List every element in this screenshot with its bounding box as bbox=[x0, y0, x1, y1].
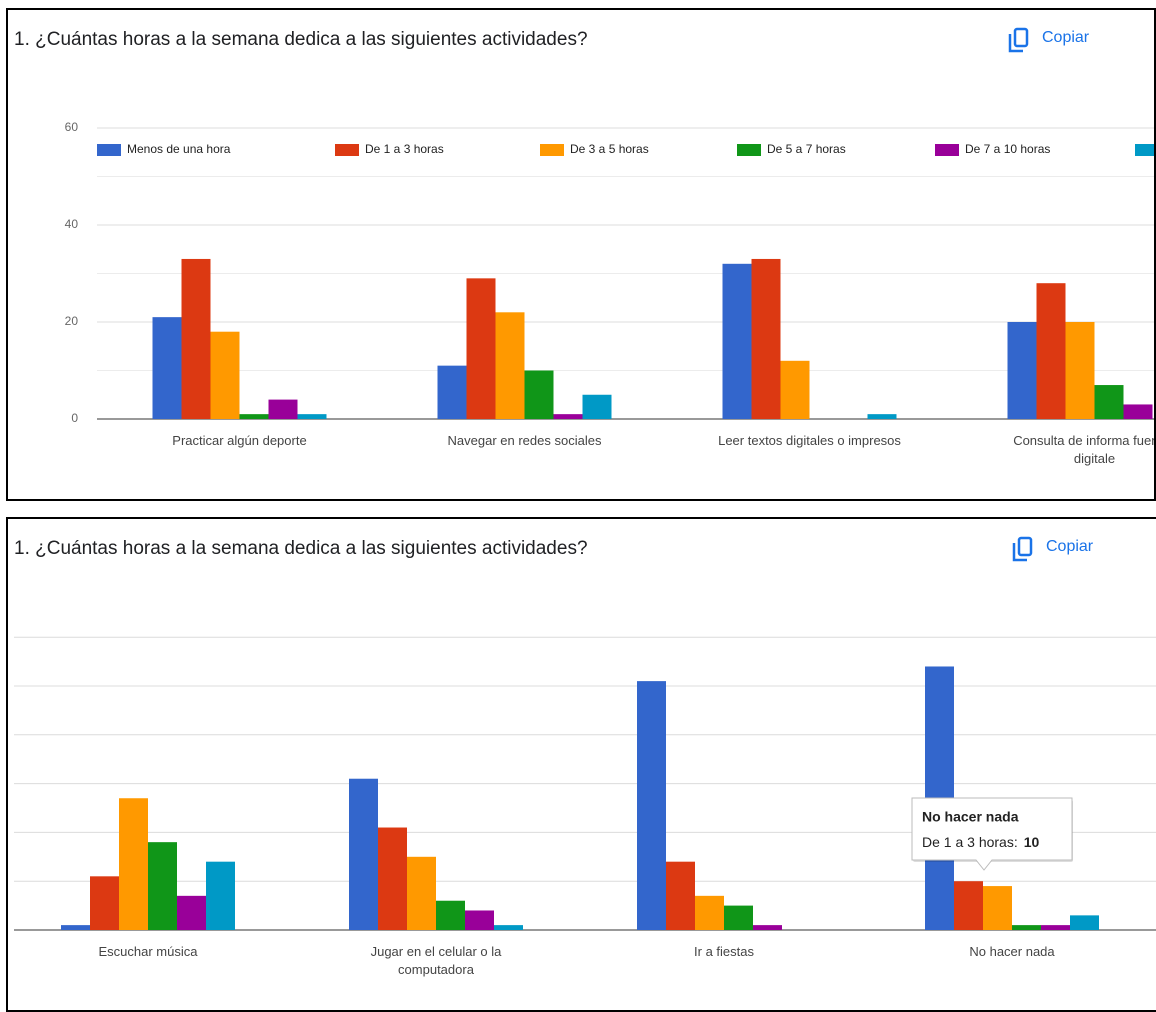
legend-swatch bbox=[97, 144, 121, 156]
bar bbox=[407, 857, 436, 930]
chart-panel: 1. ¿Cuántas horas a la semana dedica a l… bbox=[6, 517, 1156, 1012]
x-tick-label-box: Navegar en redes sociales bbox=[425, 432, 625, 476]
x-tick-label-box: Consulta de informa fuentes digitale bbox=[995, 432, 1156, 476]
x-tick-label: Consulta de informa fuentes digitale bbox=[995, 432, 1156, 468]
bar bbox=[378, 828, 407, 930]
bar bbox=[1037, 283, 1066, 419]
bar bbox=[1012, 925, 1041, 930]
x-tick-label-box: Leer textos digitales o impresos bbox=[710, 432, 910, 476]
copy-icon bbox=[1015, 29, 1027, 46]
legend-label: De 7 a 10 horas bbox=[965, 142, 1050, 156]
chart-title: 1. ¿Cuántas horas a la semana dedica a l… bbox=[14, 538, 588, 559]
bar bbox=[119, 798, 148, 930]
bar bbox=[753, 925, 782, 930]
bar bbox=[467, 278, 496, 419]
bar bbox=[666, 862, 695, 930]
bar bbox=[61, 925, 90, 930]
chart: 1. ¿Cuántas horas a la semana dedica a l… bbox=[6, 517, 1156, 1012]
x-tick-label-box: No hacer nada bbox=[912, 943, 1112, 987]
chart-title: 1. ¿Cuántas horas a la semana dedica a l… bbox=[14, 29, 588, 50]
bar bbox=[438, 366, 467, 419]
bar bbox=[983, 886, 1012, 930]
bar bbox=[954, 881, 983, 930]
bar bbox=[494, 925, 523, 930]
copy-icon bbox=[1010, 34, 1023, 51]
bar bbox=[1041, 925, 1070, 930]
x-tick-label: Practicar algún deporte bbox=[140, 432, 340, 450]
legend-label: De 5 a 7 horas bbox=[767, 142, 846, 156]
legend-label: De 3 a 5 horas bbox=[570, 142, 649, 156]
bar bbox=[554, 414, 583, 419]
bar bbox=[211, 332, 240, 419]
copy-button[interactable]: Copiar bbox=[1046, 538, 1094, 555]
legend-label: Menos de una hora bbox=[127, 142, 231, 156]
bar bbox=[525, 371, 554, 420]
tooltip-title: No hacer nada bbox=[922, 809, 1019, 825]
bar bbox=[90, 876, 119, 930]
bar bbox=[583, 395, 612, 419]
x-tick-label: Escuchar música bbox=[48, 943, 248, 961]
x-tick-label: Navegar en redes sociales bbox=[425, 432, 625, 450]
bar bbox=[868, 414, 897, 419]
legend-swatch bbox=[540, 144, 564, 156]
x-tick-label-box: Escuchar música bbox=[48, 943, 248, 987]
bar bbox=[752, 259, 781, 419]
bar bbox=[153, 317, 182, 419]
copy-button[interactable]: Copiar bbox=[1042, 29, 1090, 46]
x-tick-label: Leer textos digitales o impresos bbox=[710, 432, 910, 450]
copy-icon bbox=[1019, 538, 1031, 555]
y-tick-label: 40 bbox=[65, 217, 79, 231]
bar bbox=[240, 414, 269, 419]
tooltip-value: 10 bbox=[1024, 834, 1040, 850]
bar bbox=[177, 896, 206, 930]
x-tick-label-box: Practicar algún deporte bbox=[140, 432, 340, 476]
bar bbox=[1070, 915, 1099, 930]
y-tick-label: 60 bbox=[65, 120, 79, 134]
bar bbox=[695, 896, 724, 930]
x-tick-label: No hacer nada bbox=[912, 943, 1112, 961]
bar bbox=[724, 906, 753, 930]
tooltip-label: De 1 a 3 horas: bbox=[922, 834, 1018, 850]
y-tick-label: 0 bbox=[71, 411, 78, 425]
x-tick-label: Jugar en el celular o la computadora bbox=[336, 943, 536, 979]
bar bbox=[148, 842, 177, 930]
chart: 1. ¿Cuántas horas a la semana dedica a l… bbox=[6, 8, 1156, 501]
bar bbox=[1066, 322, 1095, 419]
legend-label: De 1 a 3 horas bbox=[365, 142, 444, 156]
bar bbox=[182, 259, 211, 419]
bar bbox=[436, 901, 465, 930]
bar bbox=[269, 400, 298, 419]
bar bbox=[1124, 404, 1153, 419]
legend-swatch bbox=[335, 144, 359, 156]
legend-swatch bbox=[935, 144, 959, 156]
bar bbox=[1008, 322, 1037, 419]
x-tick-label: Ir a fiestas bbox=[624, 943, 824, 961]
legend-swatch bbox=[737, 144, 761, 156]
bar bbox=[465, 910, 494, 930]
bar bbox=[781, 361, 810, 419]
bar bbox=[723, 264, 752, 419]
y-tick-label: 20 bbox=[65, 314, 79, 328]
bar bbox=[637, 681, 666, 930]
copy-icon bbox=[1014, 543, 1027, 560]
bar bbox=[349, 779, 378, 930]
bar bbox=[1095, 385, 1124, 419]
bar bbox=[496, 312, 525, 419]
bar bbox=[298, 414, 327, 419]
chart-panel: 1. ¿Cuántas horas a la semana dedica a l… bbox=[6, 8, 1156, 501]
legend-swatch bbox=[1135, 144, 1156, 156]
bar bbox=[206, 862, 235, 930]
x-tick-label-box: Ir a fiestas bbox=[624, 943, 824, 987]
x-tick-label-box: Jugar en el celular o la computadora bbox=[336, 943, 536, 987]
